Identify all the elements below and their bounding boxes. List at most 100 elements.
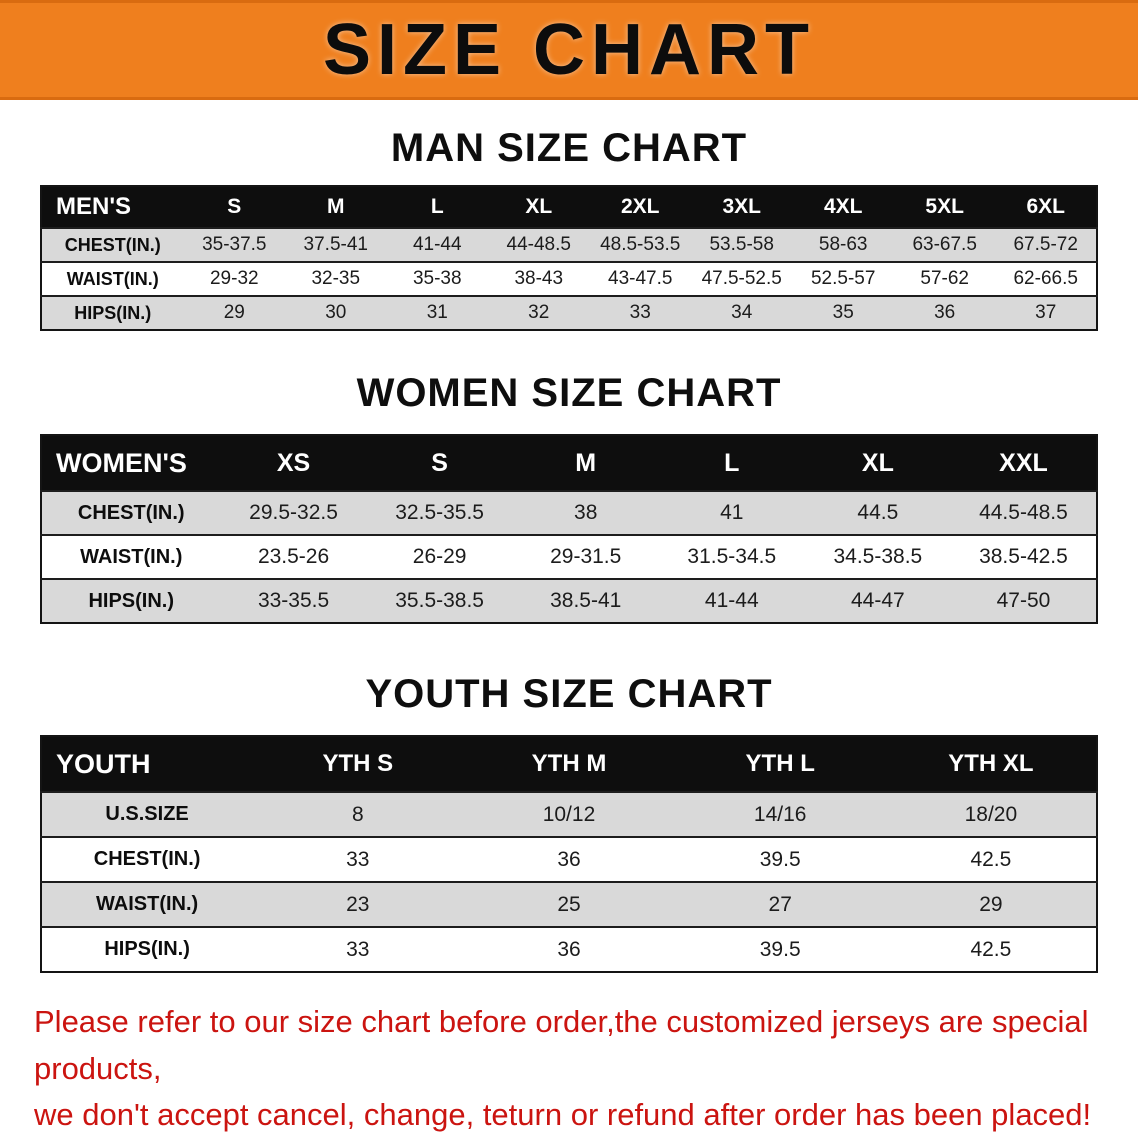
size-cell: 33 bbox=[252, 836, 464, 882]
size-cell: 32.5-35.5 bbox=[366, 490, 513, 535]
footer-disclaimer: Please refer to our size chart before or… bbox=[0, 999, 1138, 1132]
size-cell: 29-32 bbox=[183, 261, 286, 296]
column-header: M bbox=[575, 448, 597, 477]
row-label: HIPS(IN.) bbox=[41, 926, 253, 972]
size-cell: 36 bbox=[893, 295, 996, 330]
column-header: 4XL bbox=[823, 195, 863, 218]
size-cell: 29 bbox=[885, 881, 1097, 927]
youth-table-header: YOUTH YTH S YTH M YTH L YTH XL bbox=[41, 736, 1097, 792]
size-cell: 23 bbox=[252, 881, 464, 927]
size-cell: 67.5-72 bbox=[995, 227, 1097, 262]
women-size-table: WOMEN'S XS S M L XL XXL CHEST(IN.) 29.5-32.5 32.… bbox=[40, 434, 1098, 624]
size-cell: 23.5-26 bbox=[220, 534, 367, 579]
size-cell: 39.5 bbox=[674, 836, 886, 882]
size-cell: 31 bbox=[386, 295, 488, 330]
women-table-header: WOMEN'S XS S M L XL XXL bbox=[41, 435, 1097, 491]
size-cell: 44.5-48.5 bbox=[950, 490, 1097, 535]
size-cell: 36 bbox=[463, 926, 675, 972]
column-header: S bbox=[227, 195, 242, 218]
column-header: 3XL bbox=[722, 195, 761, 218]
size-cell: 38.5-42.5 bbox=[950, 534, 1097, 579]
size-cell: 38 bbox=[512, 490, 659, 535]
size-cell: 26-29 bbox=[366, 534, 513, 579]
size-cell: 29 bbox=[183, 295, 286, 330]
size-cell: 33-35.5 bbox=[220, 578, 367, 623]
table-row: WAIST(IN.) 23.5-26 26-29 29-31.5 31.5-34.5 34… bbox=[41, 534, 1097, 579]
row-label: WAIST(IN.) bbox=[41, 261, 184, 296]
footer-disclaimer-line1: Please refer to our size chart before or… bbox=[34, 1004, 1089, 1086]
size-cell: 44.5 bbox=[804, 490, 951, 535]
table-row: CHEST(IN.) 35-37.5 37.5-41 41-44 44-48.5 48.5… bbox=[41, 227, 1097, 262]
size-cell: 63-67.5 bbox=[893, 227, 996, 262]
row-label: CHEST(IN.) bbox=[41, 836, 253, 882]
table-corner-label: MEN'S bbox=[56, 193, 132, 220]
size-cell: 44-47 bbox=[804, 578, 951, 623]
size-cell: 39.5 bbox=[674, 926, 886, 972]
size-cell: 44-48.5 bbox=[488, 227, 590, 262]
table-corner-label: WOMEN'S bbox=[56, 447, 187, 478]
table-row: CHEST(IN.) 33 36 39.5 42.5 bbox=[41, 836, 1097, 882]
size-cell: 42.5 bbox=[885, 836, 1097, 882]
column-header: 2XL bbox=[620, 195, 660, 218]
row-label: WAIST(IN.) bbox=[41, 534, 221, 579]
column-header: XS bbox=[276, 448, 311, 477]
size-cell: 31.5-34.5 bbox=[658, 534, 805, 579]
row-label: U.S.SIZE bbox=[41, 791, 253, 837]
size-cell: 62-66.5 bbox=[995, 261, 1097, 296]
size-cell: 41-44 bbox=[658, 578, 805, 623]
size-cell: 38-43 bbox=[488, 261, 590, 296]
column-header: L bbox=[724, 448, 740, 477]
table-row: HIPS(IN.) 33 36 39.5 42.5 bbox=[41, 926, 1097, 972]
size-cell: 33 bbox=[589, 295, 691, 330]
row-label: HIPS(IN.) bbox=[41, 578, 221, 623]
size-cell: 57-62 bbox=[893, 261, 996, 296]
size-cell: 48.5-53.5 bbox=[589, 227, 691, 262]
size-cell: 41 bbox=[658, 490, 805, 535]
size-cell: 58-63 bbox=[792, 227, 894, 262]
size-cell: 8 bbox=[252, 791, 464, 837]
women-table-body: CHEST(IN.) 29.5-32.5 32.5-35.5 38 41 44.5 44.5… bbox=[41, 490, 1097, 623]
column-header: YTH XL bbox=[948, 750, 1034, 777]
header-row: MEN'S S M L XL 2XL 3XL 4XL 5XL 6XL bbox=[41, 186, 1097, 228]
size-cell: 18/20 bbox=[885, 791, 1097, 837]
size-cell: 32 bbox=[488, 295, 590, 330]
size-cell: 35-37.5 bbox=[183, 227, 286, 262]
column-header: XL bbox=[525, 195, 553, 218]
column-header: XXL bbox=[999, 448, 1048, 477]
size-cell: 10/12 bbox=[463, 791, 675, 837]
row-label: HIPS(IN.) bbox=[41, 295, 184, 330]
column-header: XL bbox=[861, 448, 894, 477]
size-cell: 29.5-32.5 bbox=[220, 490, 367, 535]
youth-table-body: U.S.SIZE 8 10/12 14/16 18/20 CHEST(IN.) 33 36 39… bbox=[41, 791, 1097, 972]
size-cell: 30 bbox=[285, 295, 387, 330]
size-cell: 34.5-38.5 bbox=[804, 534, 951, 579]
row-label: CHEST(IN.) bbox=[41, 490, 221, 535]
column-header: YTH M bbox=[531, 750, 607, 777]
page-title: SIZE CHART bbox=[323, 10, 815, 90]
footer-disclaimer-line2: we don't accept cancel, change, teturn o… bbox=[34, 1097, 1092, 1132]
size-cell: 34 bbox=[690, 295, 793, 330]
women-section-heading: WOMEN SIZE CHART bbox=[356, 371, 782, 415]
column-header: YTH L bbox=[745, 750, 815, 777]
size-cell: 47.5-52.5 bbox=[690, 261, 793, 296]
size-cell: 37 bbox=[995, 295, 1097, 330]
men-table-body: CHEST(IN.) 35-37.5 37.5-41 41-44 44-48.5 48.5… bbox=[41, 227, 1097, 330]
men-section-heading: MAN SIZE CHART bbox=[390, 126, 748, 170]
column-header: S bbox=[431, 448, 448, 477]
size-cell: 42.5 bbox=[885, 926, 1097, 972]
table-row: U.S.SIZE 8 10/12 14/16 18/20 bbox=[41, 791, 1097, 837]
size-cell: 32-35 bbox=[285, 261, 387, 296]
size-chart-banner: SIZE CHART bbox=[0, 0, 1138, 100]
size-cell: 33 bbox=[252, 926, 464, 972]
size-cell: 27 bbox=[674, 881, 886, 927]
size-cell: 25 bbox=[463, 881, 675, 927]
table-row: HIPS(IN.) 33-35.5 35.5-38.5 38.5-41 41-44 44-… bbox=[41, 578, 1097, 623]
size-cell: 29-31.5 bbox=[512, 534, 659, 579]
header-row: WOMEN'S XS S M L XL XXL bbox=[41, 435, 1097, 491]
table-row: CHEST(IN.) 29.5-32.5 32.5-35.5 38 41 44.5 44.5… bbox=[41, 490, 1097, 535]
size-cell: 38.5-41 bbox=[512, 578, 659, 623]
size-cell: 52.5-57 bbox=[792, 261, 894, 296]
size-cell: 14/16 bbox=[674, 791, 886, 837]
size-cell: 37.5-41 bbox=[285, 227, 387, 262]
size-cell: 43-47.5 bbox=[589, 261, 691, 296]
